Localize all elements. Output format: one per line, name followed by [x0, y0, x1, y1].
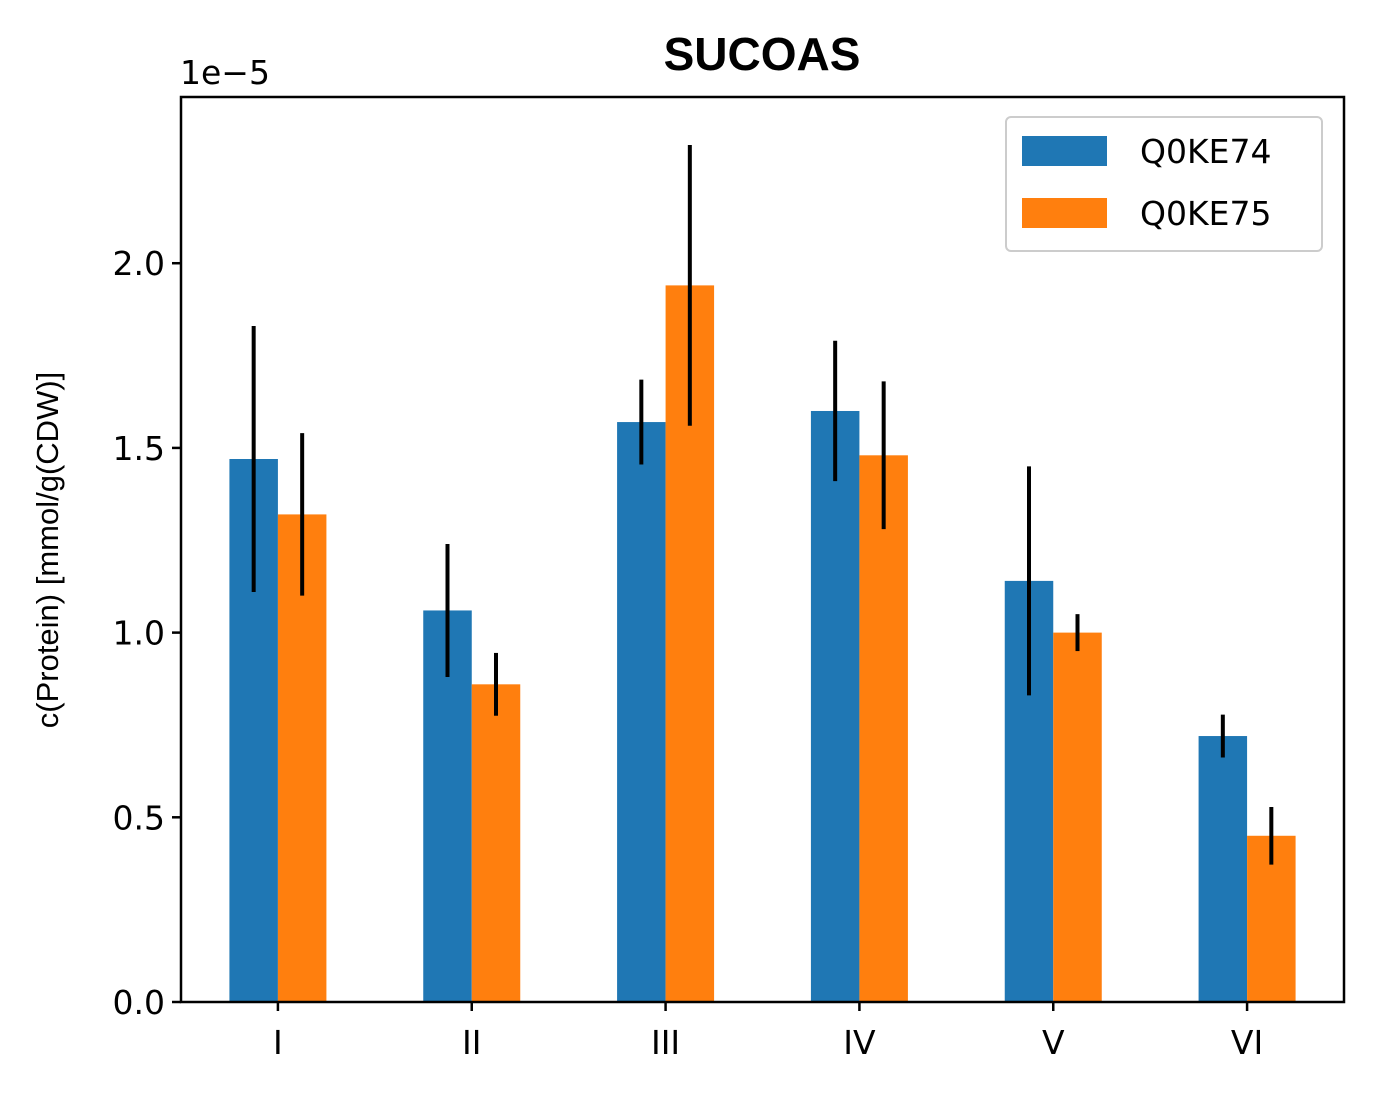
y-axis-label: c(Protein) [mmol/g(CDW)] [30, 372, 65, 729]
y-tick-label: 1.5 [113, 429, 165, 468]
y-tick-label: 0.0 [113, 983, 165, 1022]
x-tick-label-IV: IV [843, 1023, 876, 1062]
y-scale-label: 1e−5 [180, 53, 270, 92]
x-tick-label-VI: VI [1231, 1023, 1263, 1062]
bar-Q0KE75-IV [859, 455, 908, 1002]
bar-Q0KE74-IV [810, 410, 860, 1002]
legend-label-Q0KE75: Q0KE75 [1140, 194, 1271, 233]
x-tick-label-V: V [1042, 1023, 1065, 1062]
legend: Q0KE74 Q0KE75 [1005, 116, 1323, 252]
x-tick-label-II: II [462, 1023, 481, 1062]
y-tick-label: 1.0 [113, 614, 165, 653]
bar-Q0KE74-VI [1198, 736, 1248, 1002]
x-tick-label-III: III [651, 1023, 680, 1062]
bar-Q0KE75-V [1053, 632, 1102, 1002]
bar-Q0KE75-II [471, 684, 521, 1002]
plot-frame [179, 95, 1346, 1004]
legend-label-Q0KE74: Q0KE74 [1140, 132, 1271, 171]
y-tick-label: 0.5 [113, 798, 165, 837]
chart-title: SUCOAS [664, 28, 861, 80]
legend-swatch-Q0KE74 [1022, 136, 1107, 166]
y-tick-label: 2.0 [113, 244, 165, 283]
bar-Q0KE74-III [617, 422, 666, 1002]
plot-area: I II III IV V VI0.00.51.01.52.0 [113, 145, 1296, 1062]
legend-swatch-Q0KE75 [1022, 198, 1107, 228]
x-tick-label-I: I [273, 1023, 283, 1062]
